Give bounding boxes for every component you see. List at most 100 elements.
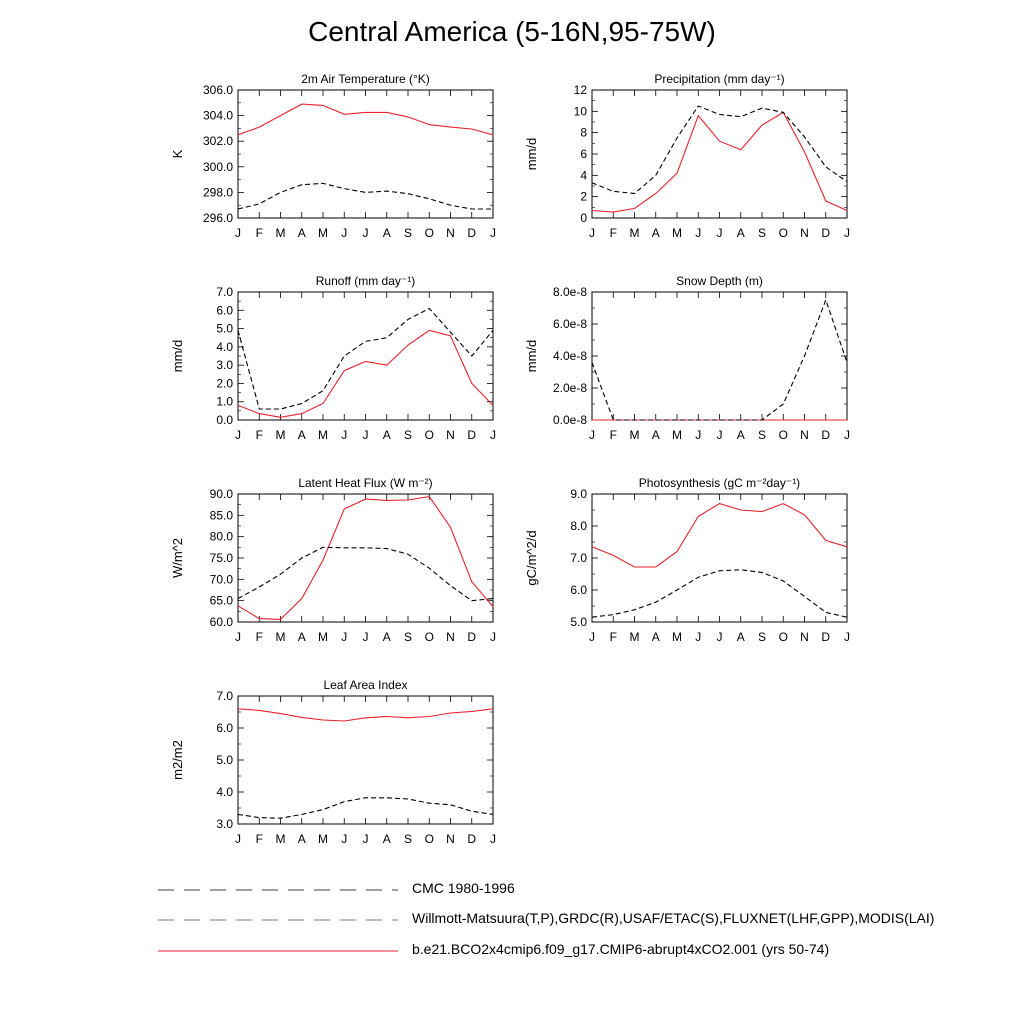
y-axis-label: K — [170, 149, 185, 158]
x-tick-label: D — [467, 832, 476, 846]
y-tick-label: 80.0 — [210, 530, 234, 544]
y-tick-label: 8 — [580, 126, 587, 140]
y-tick-label: 5.0 — [216, 322, 233, 336]
x-tick-label: J — [235, 832, 241, 846]
chart-panel-snow-depth: Snow Depth (m)mm/dJ F M A M J J A S O N D J0.0e-82.0… — [524, 274, 850, 442]
model-series-line — [237, 329, 494, 418]
x-tick-label: D — [467, 226, 476, 240]
chart-title: Precipitation (mm day⁻¹) — [654, 72, 784, 86]
x-tick-label: J — [490, 428, 496, 442]
x-tick-label: M — [672, 428, 682, 442]
y-tick-label: 7.0 — [216, 285, 233, 299]
y-axis-label: mm/d — [170, 340, 185, 373]
y-tick-label: 85.0 — [210, 508, 234, 522]
x-tick-label: S — [758, 226, 766, 240]
chart-title: Snow Depth (m) — [676, 274, 763, 288]
x-tick-label: D — [821, 226, 830, 240]
model-series-line — [237, 496, 494, 620]
y-tick-label: 9.0 — [570, 487, 587, 501]
x-tick-label: S — [404, 226, 412, 240]
y-axis-label: gC/m^2/d — [524, 530, 539, 585]
model-series-line — [237, 708, 494, 722]
x-tick-label: F — [256, 630, 263, 644]
obs-series-line — [237, 182, 493, 210]
x-tick-label: J — [235, 226, 241, 240]
y-tick-label: 2.0 — [216, 376, 233, 390]
obs-series-line — [591, 298, 848, 421]
legend-item-model: b.e21.BCO2x4cmip6.f09_g17.CMIP6-abrupt4x… — [158, 941, 978, 961]
x-tick-label: O — [425, 428, 434, 442]
x-tick-label: O — [779, 630, 788, 644]
x-tick-label: J — [717, 630, 723, 644]
x-tick-label: J — [490, 630, 496, 644]
x-tick-label: M — [318, 832, 328, 846]
chart-title: Photosynthesis (gC m⁻²day⁻¹) — [639, 476, 800, 490]
legend-line-model — [158, 950, 398, 952]
x-tick-label: A — [737, 428, 745, 442]
y-tick-label: 1.0 — [216, 395, 233, 409]
x-tick-label: J — [363, 428, 369, 442]
y-tick-label: 7.0 — [570, 551, 587, 565]
x-tick-label: J — [844, 226, 850, 240]
plot-frame — [591, 493, 848, 623]
x-tick-label: A — [383, 428, 391, 442]
y-tick-label: 4 — [580, 168, 587, 182]
obs-series-line — [237, 307, 494, 410]
obs-series-line — [237, 546, 494, 602]
y-tick-label: 6.0e-8 — [553, 317, 587, 331]
x-tick-label: M — [318, 630, 328, 644]
legend-line-cmc — [158, 889, 398, 891]
x-tick-label: N — [446, 428, 455, 442]
legend-label-model: b.e21.BCO2x4cmip6.f09_g17.CMIP6-abrupt4x… — [412, 941, 830, 957]
plot-frame — [591, 89, 848, 219]
x-tick-label: M — [630, 428, 640, 442]
y-tick-label: 12 — [574, 83, 588, 97]
x-tick-label: A — [737, 226, 745, 240]
y-tick-label: 296.0 — [203, 211, 233, 225]
page-title: Central America (5-16N,95-75W) — [308, 16, 716, 47]
legend-item-observations: Willmott-Matsuura(T,P),GRDC(R),USAF/ETAC… — [158, 910, 978, 930]
y-tick-label: 10 — [574, 104, 588, 118]
model-series-line — [591, 502, 848, 568]
x-tick-label: J — [695, 226, 701, 240]
y-tick-label: 0.0e-8 — [553, 413, 587, 427]
y-tick-label: 6.0 — [216, 303, 233, 317]
y-tick-label: 7.0 — [216, 689, 233, 703]
y-tick-label: 2 — [580, 190, 587, 204]
plot-frame — [237, 695, 494, 825]
x-tick-label: S — [758, 428, 766, 442]
y-tick-label: 8.0e-8 — [553, 285, 587, 299]
legend-item-cmc: CMC 1980-1996 — [158, 880, 978, 900]
chart-title: 2m Air Temperature (°K) — [301, 72, 430, 86]
y-axis-label: m2/m2 — [170, 740, 185, 780]
obs-series-line — [237, 797, 494, 819]
x-tick-label: N — [800, 428, 809, 442]
legend-label-cmc: CMC 1980-1996 — [412, 880, 515, 896]
x-tick-label: N — [446, 832, 455, 846]
x-tick-label: A — [652, 630, 660, 644]
model-series-line — [591, 111, 848, 213]
y-tick-label: 60.0 — [210, 615, 234, 629]
x-tick-label: N — [800, 226, 809, 240]
x-tick-label: S — [404, 832, 412, 846]
chart-panel-precipitation: Precipitation (mm day⁻¹)mm/dJ F M A M J J A S O N D… — [524, 72, 850, 240]
x-tick-label: J — [589, 428, 595, 442]
y-tick-label: 0.0 — [216, 413, 233, 427]
x-tick-label: A — [298, 226, 306, 240]
x-tick-label: M — [672, 226, 682, 240]
x-tick-label: M — [630, 630, 640, 644]
x-tick-label: M — [318, 428, 328, 442]
x-tick-label: M — [276, 832, 286, 846]
x-tick-label: J — [695, 428, 701, 442]
x-tick-label: M — [276, 428, 286, 442]
x-tick-label: A — [298, 428, 306, 442]
plot-frame — [237, 493, 494, 623]
x-tick-label: J — [490, 832, 496, 846]
x-tick-label: O — [425, 630, 434, 644]
x-tick-label: J — [341, 832, 347, 846]
x-tick-label: J — [235, 428, 241, 442]
y-tick-label: 4.0 — [216, 340, 233, 354]
chart-title: Latent Heat Flux (W m⁻²) — [298, 476, 432, 490]
x-tick-label: M — [672, 630, 682, 644]
plot-frame — [237, 89, 494, 219]
